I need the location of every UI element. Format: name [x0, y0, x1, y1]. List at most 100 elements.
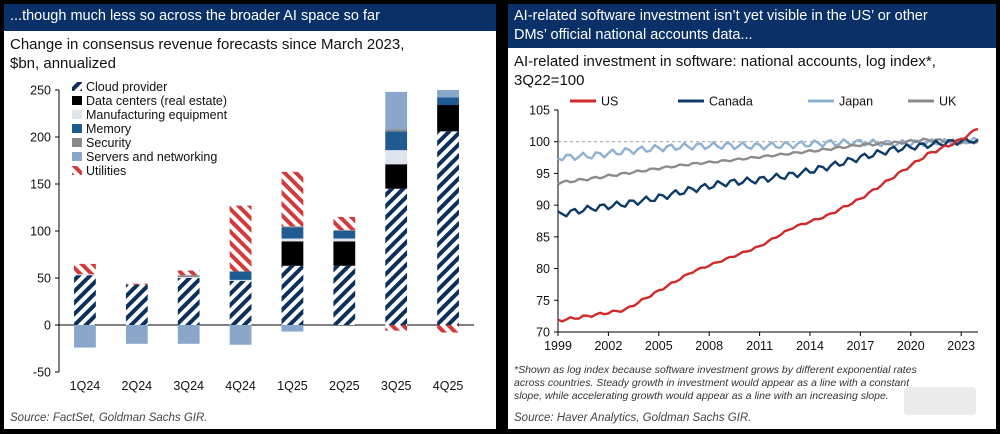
bar-cloud-provider-4q24	[229, 280, 252, 325]
bar-manufacturing-equipment-1q25	[281, 238, 304, 242]
bar-memory-4q24	[229, 271, 252, 280]
x-tick-label: 4Q24	[225, 379, 256, 393]
x-tick-label: 1Q25	[277, 379, 308, 393]
left-subtitle-line2: $bn, annualized	[10, 55, 116, 72]
bar-cloud-provider-1q24	[74, 275, 96, 325]
y-tick-label: 85	[536, 230, 550, 244]
bar-manufacturing-equipment-3q25	[385, 150, 408, 165]
bar-data-centers-real-estate-4q25	[437, 105, 459, 132]
bar-cloud-provider-1q25	[281, 265, 304, 325]
bar-servers-and-networking-3q25	[385, 91, 408, 130]
bar-utilities-3q24	[177, 270, 200, 276]
x-tick-label: 2017	[846, 339, 874, 353]
y-tick-label: 70	[536, 326, 550, 340]
y-tick-label: 90	[536, 199, 550, 213]
y-tick-label: -50	[33, 366, 51, 380]
y-tick-label: 200	[30, 131, 51, 145]
bar-servers-and-networking-4q25	[437, 90, 459, 98]
y-tick-label: 0	[44, 319, 51, 333]
legend-label-japan: Japan	[839, 95, 873, 109]
bar-utilities-2q24	[125, 283, 148, 285]
bar-memory-2q25	[333, 231, 356, 239]
x-tick-label: 2023	[947, 339, 975, 353]
bar-servers-and-networking-1q25	[281, 325, 304, 332]
x-tick-label: 1Q24	[70, 379, 101, 393]
bar-data-centers-real-estate-1q25	[281, 241, 304, 266]
legend-label-data-centers-real-estate: Data centers (real estate)	[86, 94, 227, 108]
watermark	[904, 387, 976, 415]
x-tick-label: 2002	[594, 339, 622, 353]
bar-cloud-provider-3q24	[177, 278, 200, 325]
bar-servers-and-networking-3q24	[177, 325, 200, 344]
y-tick-label: 95	[536, 167, 550, 181]
y-tick-label: 250	[30, 84, 51, 98]
legend-label-memory: Memory	[86, 122, 132, 136]
legend-label-canada: Canada	[709, 95, 753, 109]
bar-cloud-provider-4q25	[437, 131, 459, 325]
footnote-line3: slope, while accelerating growth would a…	[514, 390, 889, 402]
legend-swatch-manufacturing-equipment	[72, 110, 82, 119]
bar-data-centers-real-estate-2q25	[333, 241, 356, 266]
legend-swatch-utilities	[72, 166, 82, 175]
bar-security-3q24	[177, 275, 200, 278]
right-subtitle-line1: AI-related investment in software: natio…	[514, 53, 936, 70]
legend-label-security: Security	[86, 136, 132, 150]
left-banner-text: ...though much less so across the broade…	[10, 8, 380, 24]
bar-manufacturing-equipment-1q24	[74, 274, 96, 276]
bar-cloud-provider-3q25	[385, 188, 408, 325]
right-banner-line2: DMs’ official national accounts data...	[514, 27, 753, 43]
bar-security-3q25	[385, 129, 408, 132]
legend-label-uk: UK	[939, 95, 957, 109]
bar-cloud-provider-2q24	[125, 284, 148, 325]
x-tick-label: 2014	[796, 339, 824, 353]
legend-label-utilities: Utilities	[86, 164, 126, 178]
y-tick-label: 150	[30, 178, 51, 192]
bar-memory-1q25	[281, 227, 304, 239]
legend-label-manufacturing-equipment: Manufacturing equipment	[86, 108, 228, 122]
x-tick-label: 2Q24	[122, 379, 153, 393]
bar-utilities-3q25	[385, 325, 408, 331]
bar-utilities-4q25	[437, 325, 459, 333]
x-tick-label: 2005	[645, 339, 673, 353]
x-tick-label: 2020	[897, 339, 925, 353]
bar-manufacturing-equipment-2q25	[333, 238, 356, 242]
line-chart: 70 75 80 85 90 95 100 105 1999 2002 2005 2008 2011 20…	[529, 95, 979, 353]
legend-label-us: US	[601, 95, 618, 109]
right-source: Source: Haver Analytics, Goldman Sachs G…	[514, 412, 752, 424]
left-subtitle-line1: Change in consensus revenue forecasts si…	[10, 36, 405, 53]
legend-swatch-servers-and-networking	[72, 152, 82, 161]
y-tick-label: 105	[529, 104, 550, 118]
right-banner: AI-related software investment isn’t yet…	[508, 4, 996, 48]
y-tick-label: 100	[529, 135, 550, 149]
series-line-uk	[557, 137, 979, 186]
series-line-canada	[557, 136, 979, 218]
x-tick-label: 2008	[695, 339, 723, 353]
right-subtitle-line2: 3Q22=100	[514, 72, 585, 89]
legend: US Canada Japan UK	[570, 95, 957, 109]
x-tick-label: 4Q25	[433, 379, 464, 393]
bar-memory-4q25	[437, 97, 459, 106]
x-tick-label: 3Q25	[381, 379, 412, 393]
legend-swatch-cloud-provider	[72, 82, 82, 91]
bar-utilities-2q25	[333, 216, 356, 231]
right-banner-line1: AI-related software investment isn’t yet…	[514, 8, 928, 24]
footnote-line2: across countries. Steady growth in inves…	[514, 377, 910, 389]
legend-label-servers-and-networking: Servers and networking	[86, 150, 217, 164]
bar-utilities-1q25	[281, 171, 304, 227]
y-tick-label: 100	[30, 225, 51, 239]
bar-security-1q25	[281, 226, 304, 228]
x-tick-label: 2Q25	[329, 379, 360, 393]
legend-swatch-memory	[72, 124, 82, 133]
y-tick-label: 75	[536, 294, 550, 308]
bar-manufacturing-equipment-3q24	[177, 277, 200, 278]
bar-memory-3q25	[385, 131, 408, 151]
left-chart-panel: ...though much less so across the broade…	[4, 4, 496, 429]
bar-manufacturing-equipment-4q24	[229, 279, 252, 281]
x-tick-label: 3Q24	[173, 379, 204, 393]
series-line-us	[557, 127, 979, 323]
legend-label-cloud-provider: Cloud provider	[86, 80, 167, 94]
y-tick-label: 50	[37, 272, 51, 286]
legend-swatch-data-centers-real-estate	[72, 96, 82, 105]
footnote-line1: *Shown as log index because software inv…	[514, 364, 917, 376]
